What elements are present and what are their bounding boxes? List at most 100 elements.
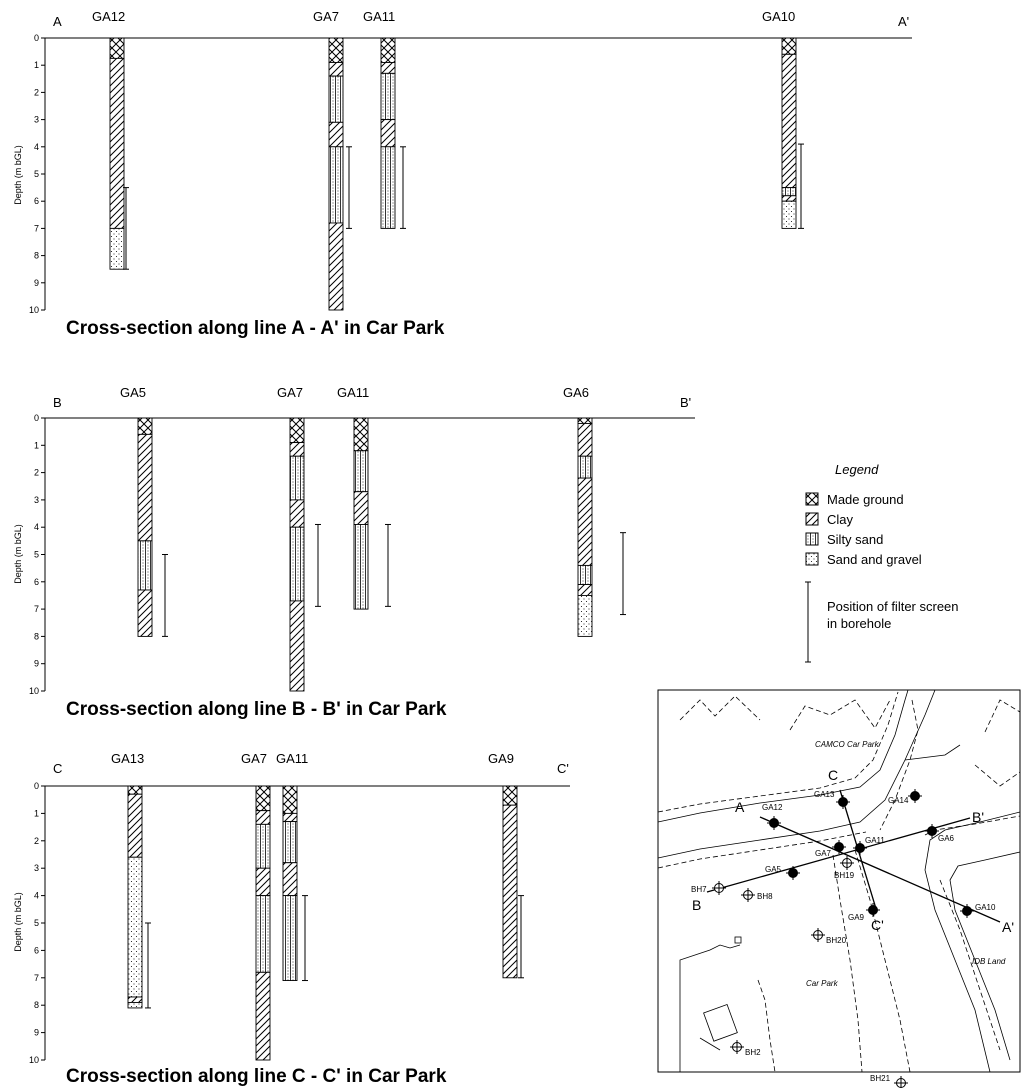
ga-borehole-label: GA10 [975, 903, 996, 912]
ga-borehole-marker [853, 841, 867, 855]
borehole-label: GA9 [488, 751, 514, 766]
layer-made-ground [289, 417, 305, 444]
layer-silty-sand [282, 895, 298, 981]
legend-screen-label: in borehole [827, 616, 891, 631]
legend-label: Clay [827, 512, 854, 527]
legend: Legend Made ground Clay Silty sand Sand … [805, 462, 959, 663]
layer-silty-sand [577, 455, 593, 479]
borehole-log [137, 417, 168, 637]
borehole-label: GA7 [313, 9, 339, 24]
ga-borehole-label: GA7 [815, 849, 832, 858]
layer-sand-gravel [127, 1002, 143, 1009]
ga-borehole-label: GA9 [848, 913, 865, 922]
depth-tick-label: 6 [34, 196, 39, 206]
layer-made-ground [282, 785, 298, 814]
bh-borehole-marker [840, 856, 854, 870]
depth-tick-label: 1 [34, 808, 39, 818]
map-line-label: A [735, 799, 745, 815]
filter-screen [145, 922, 151, 1009]
depth-tick-label: 4 [34, 891, 39, 901]
borehole-logs [137, 417, 626, 692]
depth-tick-label: 10 [29, 1055, 39, 1065]
layer-clay [127, 793, 143, 858]
layer-made-ground [577, 417, 593, 424]
borehole-log [127, 785, 151, 1009]
layer-silty-sand [289, 455, 305, 501]
section-start-label: C [53, 761, 62, 776]
borehole-log [353, 417, 391, 610]
map-line-label: B [692, 897, 701, 913]
borehole-log [781, 37, 804, 229]
ga-borehole-marker [960, 904, 974, 918]
map-line-label: A' [1002, 919, 1014, 935]
layer-clay [137, 589, 153, 637]
borehole-log [255, 785, 271, 1061]
layer-clay [289, 442, 305, 457]
layer-clay [380, 119, 396, 148]
ga-borehole-marker [832, 840, 846, 854]
layer-made-ground [109, 37, 125, 59]
layer-clay [577, 584, 593, 596]
legend-screen-label: Position of filter screen [827, 599, 959, 614]
filter-screen [798, 143, 804, 229]
bh-borehole-label: BH19 [834, 871, 855, 880]
bh-borehole-label: BH20 [826, 936, 847, 945]
depth-tick-label: 6 [34, 577, 39, 587]
depth-tick-label: 8 [34, 251, 39, 261]
layer-clay [380, 62, 396, 74]
borehole-logs [127, 785, 524, 1061]
legend-label: Sand and gravel [827, 552, 922, 567]
map-boundaries [657, 691, 1021, 1073]
layer-clay [328, 121, 344, 148]
legend-title: Legend [835, 462, 879, 477]
filter-screen [518, 895, 524, 979]
layer-clay [137, 433, 153, 542]
layer-silty-sand [289, 526, 305, 602]
layer-silty-sand [353, 524, 369, 610]
depth-tick-label: 9 [34, 659, 39, 669]
ga-borehole-marker [866, 903, 880, 917]
legend-label: Silty sand [827, 532, 883, 547]
ga-borehole-marker [767, 816, 781, 830]
filter-screen [123, 187, 129, 270]
borehole-log [380, 37, 406, 229]
borehole-label: GA11 [276, 751, 308, 766]
layer-sand-gravel [109, 227, 125, 270]
depth-tick-label: 7 [34, 973, 39, 983]
depth-axis-title: Depth (m bGL) [13, 892, 23, 952]
map-line-label: C' [871, 917, 884, 933]
depth-tick-label: 4 [34, 142, 39, 152]
layer-silty-sand [380, 146, 396, 229]
layer-silty-sand [328, 75, 344, 123]
borehole-log [109, 37, 129, 270]
filter-screen [162, 554, 168, 637]
borehole-label: GA7 [277, 385, 303, 400]
borehole-label: GA13 [111, 751, 144, 766]
depth-tick-label: 9 [34, 278, 39, 288]
map-area-label: Car Park [806, 979, 839, 988]
layer-clay [255, 810, 271, 825]
section-title: Cross-section along line C - C' in Car P… [66, 1066, 447, 1087]
bh-borehole-marker [741, 888, 755, 902]
map-area-label: IDB Land [972, 957, 1006, 966]
bh-borehole-label: BH2 [745, 1048, 761, 1057]
legend-swatch-sand-gravel [805, 552, 819, 566]
ga-borehole-label: GA12 [762, 803, 783, 812]
filter-screen [400, 146, 406, 229]
depth-tick-label: 0 [34, 413, 39, 423]
depth-tick-label: 3 [34, 863, 39, 873]
depth-tick-label: 2 [34, 836, 39, 846]
layer-clay [577, 423, 593, 457]
depth-tick-label: 1 [34, 440, 39, 450]
map-roads [657, 689, 1021, 1073]
bh-borehole-marker [811, 928, 825, 942]
map-area-label: CAMCO Car Park [815, 740, 880, 749]
ga-borehole-label: GA11 [865, 836, 885, 845]
depth-tick-label: 3 [34, 495, 39, 505]
layer-silty-sand [577, 564, 593, 585]
depth-tick-label: 3 [34, 115, 39, 125]
legend-swatch-silty-sand [805, 532, 819, 546]
map-borehole-markers: GA12 GA13 GA14 GA11 GA7 GA6 GA5 GA9 GA10 BH7 BH8 BH… [691, 789, 996, 1088]
layer-silty-sand [328, 146, 344, 224]
